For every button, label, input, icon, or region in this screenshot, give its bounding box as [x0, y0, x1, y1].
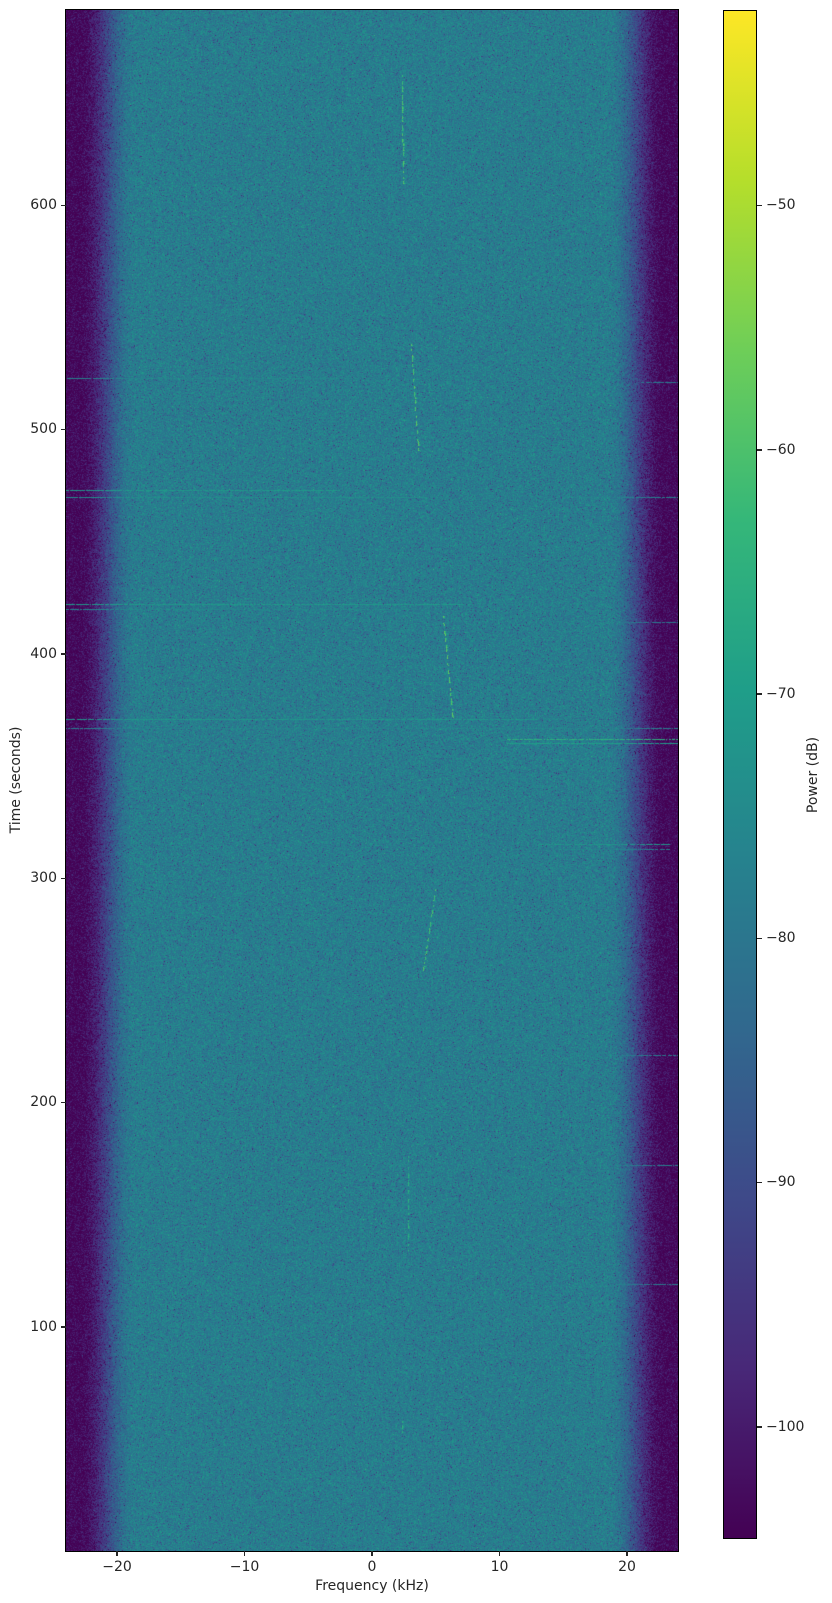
tick-mark — [757, 449, 762, 450]
tick-label: −10 — [230, 1560, 260, 1574]
tick-label: 20 — [618, 1560, 636, 1574]
tick-label: −50 — [766, 198, 796, 212]
tick-label: −60 — [766, 443, 796, 457]
tick-label: 200 — [30, 1095, 57, 1109]
tick-label: −20 — [102, 1560, 132, 1574]
tick-label: 10 — [491, 1560, 509, 1574]
tick-label: −80 — [766, 931, 796, 945]
spectrogram-figure: 100 200 300 400 500 600 −20 −10 0 10 20 Frequency… — [0, 0, 832, 1603]
x-axis-label: Frequency (kHz) — [315, 1578, 429, 1594]
colorbar — [723, 10, 757, 1539]
tick-mark — [61, 1326, 66, 1327]
tick-mark — [757, 1426, 762, 1427]
tick-mark — [757, 1182, 762, 1183]
colorbar-label: Power (dB) — [805, 737, 821, 813]
tick-label: 400 — [30, 647, 57, 661]
tick-mark — [61, 1102, 66, 1103]
tick-mark — [244, 1551, 245, 1556]
tick-label: 100 — [30, 1320, 57, 1334]
tick-label: 600 — [30, 198, 57, 212]
tick-label: 300 — [30, 871, 57, 885]
tick-mark — [626, 1551, 627, 1556]
tick-label: −70 — [766, 687, 796, 701]
tick-mark — [371, 1551, 372, 1556]
tick-mark — [757, 205, 762, 206]
tick-label: −100 — [766, 1420, 804, 1434]
tick-mark — [116, 1551, 117, 1556]
spectrogram-heatmap — [65, 9, 679, 1552]
tick-mark — [61, 429, 66, 430]
tick-mark — [61, 205, 66, 206]
tick-mark — [757, 693, 762, 694]
y-axis-label: Time (seconds) — [8, 727, 24, 834]
tick-mark — [757, 938, 762, 939]
tick-mark — [61, 878, 66, 879]
tick-mark — [499, 1551, 500, 1556]
tick-label: −90 — [766, 1175, 796, 1189]
tick-mark — [61, 653, 66, 654]
tick-label: 500 — [30, 422, 57, 436]
tick-label: 0 — [368, 1560, 377, 1574]
